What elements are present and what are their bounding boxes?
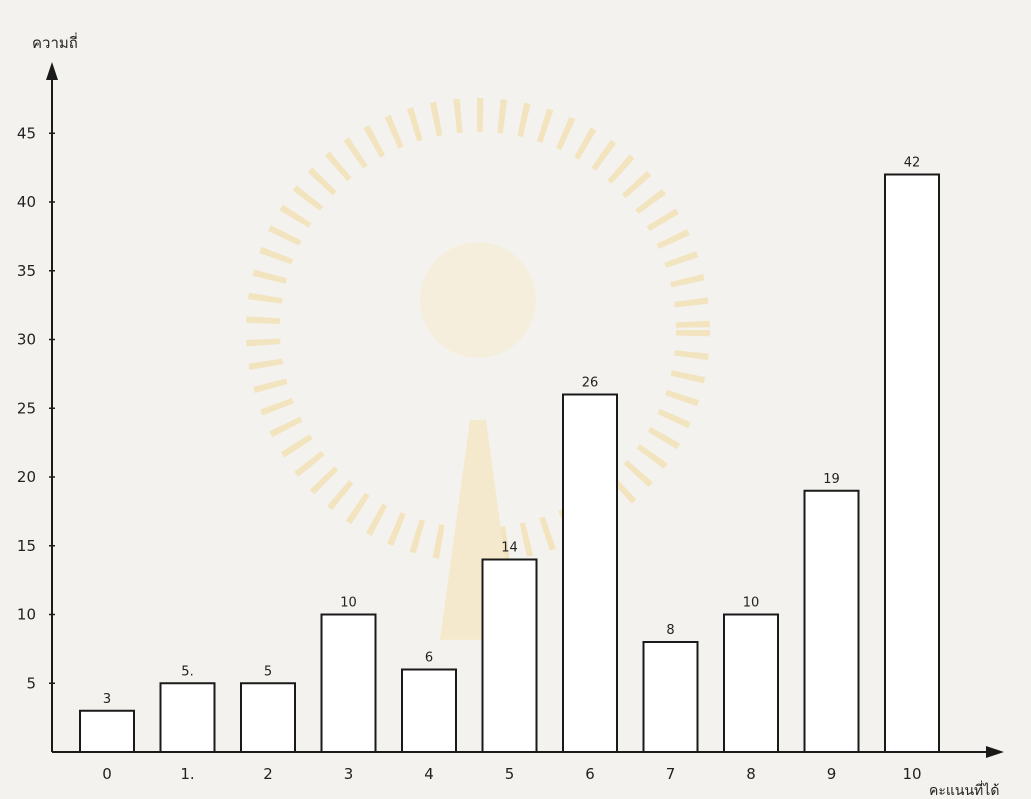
y-tick-label: 5 — [26, 674, 36, 692]
x-axis-title: คะแนนที่ได้ — [929, 781, 999, 799]
bar — [723, 613, 779, 753]
x-tick-label: 8 — [746, 765, 756, 783]
y-tick-label: 25 — [17, 399, 36, 417]
bar — [562, 393, 618, 753]
bar — [320, 613, 377, 753]
bar — [401, 668, 457, 753]
data-label: 5 — [264, 664, 272, 679]
x-tick-label: 6 — [585, 765, 595, 783]
x-tick-label: 9 — [827, 765, 837, 783]
x-axis-arrow — [986, 746, 1004, 758]
bar — [884, 173, 940, 753]
data-label: 10 — [743, 596, 760, 611]
x-tick-label: 3 — [344, 765, 354, 783]
data-label: 10 — [340, 596, 357, 611]
y-tick-label: 45 — [17, 124, 36, 142]
data-label: 8 — [666, 623, 674, 638]
bar — [481, 558, 538, 753]
data-label: 19 — [823, 472, 840, 487]
data-label: 26 — [582, 376, 599, 391]
data-label: 5. — [181, 664, 193, 679]
data-label: 42 — [904, 156, 921, 171]
x-tick-label: 5 — [505, 765, 515, 783]
x-tick-label: 0 — [102, 765, 112, 783]
bar — [240, 682, 296, 753]
y-tick-label: 30 — [17, 331, 36, 349]
x-tick-label: 1. — [180, 765, 194, 783]
bar — [642, 641, 699, 753]
bar — [79, 709, 135, 753]
bar — [159, 682, 216, 753]
y-axis-title: ความถี่ — [32, 32, 78, 52]
data-label: 6 — [425, 651, 433, 666]
bar — [803, 489, 860, 753]
data-label: 3 — [103, 692, 111, 707]
y-axis-arrow — [46, 62, 58, 80]
y-tick-label: 15 — [17, 537, 36, 555]
y-tick-label: 10 — [17, 606, 36, 624]
data-label: 14 — [501, 541, 518, 556]
y-tick-label: 40 — [17, 193, 36, 211]
x-tick-label: 7 — [666, 765, 676, 783]
y-tick-label: 35 — [17, 262, 36, 280]
x-tick-label: 4 — [424, 765, 434, 783]
y-tick-label: 20 — [17, 468, 36, 486]
x-tick-label: 2 — [263, 765, 273, 783]
x-tick-label: 10 — [902, 765, 921, 783]
